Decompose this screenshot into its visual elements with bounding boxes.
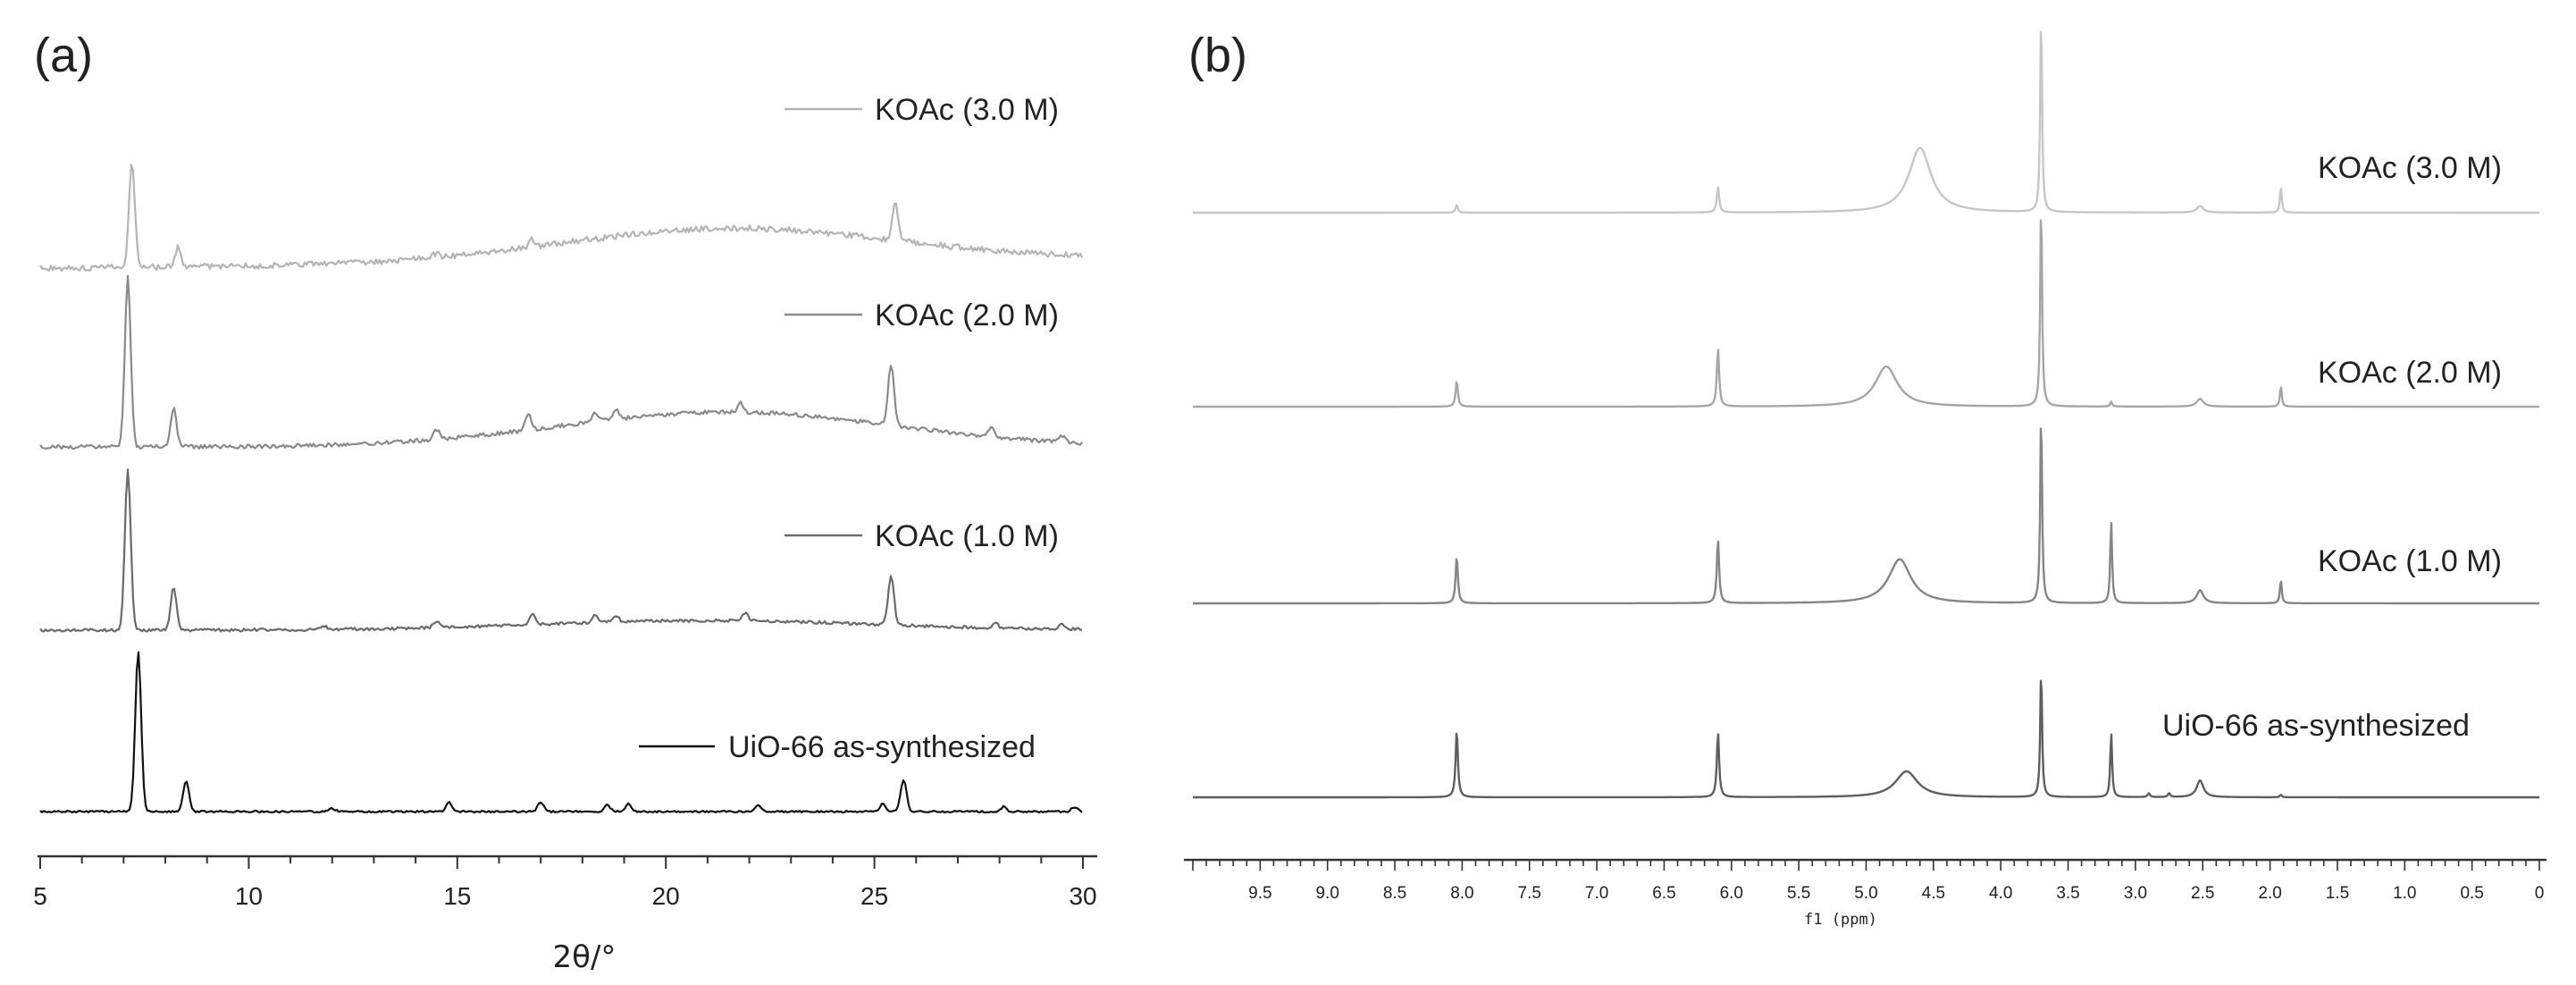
nmr-tick-label-8.0: 8.0 <box>1450 884 1473 903</box>
nmr-legend-label-2: KOAc (2.0 M) <box>2318 356 2502 390</box>
xrd-tick-label-10: 10 <box>235 882 263 910</box>
xrd-legend-label-2: KOAc (2.0 M) <box>875 299 1059 333</box>
nmr-tick-label-9.0: 9.0 <box>1315 884 1338 903</box>
xrd-legend-label-1: KOAc (3.0 M) <box>875 93 1059 127</box>
xrd-tick-label-5: 5 <box>33 882 47 910</box>
nmr-legend-label-1: KOAc (3.0 M) <box>2318 151 2502 185</box>
xrd-series-line-4 <box>39 651 1083 814</box>
nmr-tick-label-1.0: 1.0 <box>2393 884 2416 903</box>
nmr-tick-label-0.5: 0.5 <box>2460 884 2483 903</box>
panel-b-label: (b) <box>1188 29 1247 82</box>
nmr-series-line-1 <box>1192 30 2540 215</box>
nmr-tick-label-7.5: 7.5 <box>1518 884 1541 903</box>
nmr-tick-label-4.0: 4.0 <box>1989 884 2012 903</box>
nmr-tick-label-5.0: 5.0 <box>1854 884 1877 903</box>
nmr-legend-label-3: KOAc (1.0 M) <box>2318 544 2502 578</box>
panel-a-xrd-chart: (a) KOAc (3.0 M) KOAc (2.0 M) KOAc (1.0 M)… <box>33 29 1097 975</box>
nmr-tick-label-3.0: 3.0 <box>2124 884 2147 903</box>
panel-b-series-group: KOAc (3.0 M) KOAc (2.0 M) KOAc (1.0 M) UiO-… <box>1192 30 2540 799</box>
nmr-tick-label-2.0: 2.0 <box>2258 884 2281 903</box>
xrd-series-line-1 <box>39 164 1083 272</box>
nmr-tick-label-3.5: 3.5 <box>2056 884 2079 903</box>
nmr-tick-label-0: 0 <box>2535 884 2545 903</box>
nmr-tick-label-6.5: 6.5 <box>1652 884 1675 903</box>
panel-b-ticks: 9.5 9.0 8.5 8.0 7.5 7.0 6.5 6.0 5.5 5.0 4.5 4.0 3.5 3… <box>1192 860 2545 903</box>
nmr-series-line-4 <box>1192 679 2540 799</box>
panel-a-ticks: 5 10 15 20 25 30 <box>33 856 1097 910</box>
panel-b-x-axis-label: f1 (ppm) <box>1804 911 1877 929</box>
nmr-series-line-2 <box>1192 219 2540 408</box>
nmr-tick-label-6.0: 6.0 <box>1720 884 1743 903</box>
panel-b-nmr-chart: (b) KOAc (3.0 M) KOAc (2.0 M) KOAc (1.0 M)… <box>1184 29 2547 929</box>
nmr-tick-label-5.5: 5.5 <box>1787 884 1810 903</box>
nmr-tick-label-1.5: 1.5 <box>2326 884 2349 903</box>
panel-a-series-group: KOAc (3.0 M) KOAc (2.0 M) KOAc (1.0 M) UiO-… <box>39 93 1083 814</box>
panel-a-x-axis-label: 2θ/° <box>553 939 617 975</box>
xrd-tick-label-15: 15 <box>443 882 471 910</box>
nmr-tick-label-9.5: 9.5 <box>1248 884 1271 903</box>
panel-a-label: (a) <box>34 29 93 82</box>
nmr-tick-label-7.0: 7.0 <box>1585 884 1608 903</box>
xrd-legend-label-3: KOAc (1.0 M) <box>875 519 1059 553</box>
xrd-series-line-3 <box>39 468 1083 633</box>
xrd-tick-label-20: 20 <box>652 882 680 910</box>
nmr-tick-label-4.5: 4.5 <box>1922 884 1945 903</box>
nmr-tick-label-2.5: 2.5 <box>2191 884 2214 903</box>
xrd-legend-label-4: UiO-66 as-synthesized <box>728 730 1036 764</box>
nmr-series-line-3 <box>1192 427 2540 605</box>
nmr-legend-label-4: UiO-66 as-synthesized <box>2162 709 2470 743</box>
nmr-tick-label-8.5: 8.5 <box>1383 884 1406 903</box>
xrd-tick-label-30: 30 <box>1069 882 1096 910</box>
xrd-series-line-2 <box>39 274 1083 450</box>
xrd-tick-label-25: 25 <box>860 882 888 910</box>
